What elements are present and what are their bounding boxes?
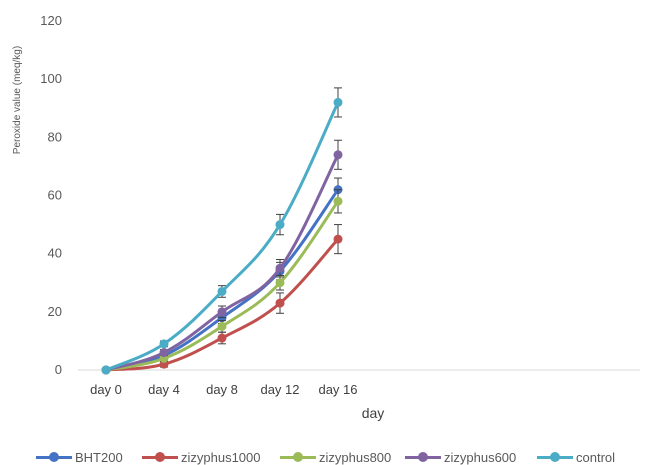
- legend-label: BHT200: [75, 449, 123, 465]
- series-layer: [101, 87, 343, 375]
- x-tick-label: day 12: [260, 382, 299, 397]
- data-point: [275, 278, 285, 288]
- legend-label: zizyphus800: [319, 449, 392, 465]
- data-point: [333, 196, 343, 206]
- series-line: [105, 154, 340, 372]
- data-point: [217, 286, 227, 296]
- y-tick-label: 100: [40, 71, 62, 86]
- data-point: [159, 348, 169, 358]
- y-tick-label: 20: [48, 304, 62, 319]
- legend-item-control: control: [537, 449, 615, 465]
- data-point: [333, 234, 343, 244]
- y-tick-label: 80: [48, 129, 62, 144]
- y-tick-label: 0: [55, 362, 62, 377]
- legend-item-BHT200: BHT200: [36, 449, 123, 465]
- legend-swatch: [36, 449, 72, 465]
- y-axis-title: Peroxide value (meq/kg): [12, 46, 23, 154]
- data-point: [217, 321, 227, 331]
- x-axis-tick-labels: day 0 day 4 day 8 day 12 day 16: [90, 382, 357, 397]
- data-point: [217, 333, 227, 343]
- x-axis-title: day: [362, 405, 385, 421]
- x-tick-label: day 4: [148, 382, 180, 397]
- y-tick-label: 120: [40, 13, 62, 28]
- data-point: [275, 263, 285, 273]
- legend-item-zizyphus1000: zizyphus1000: [142, 449, 261, 465]
- data-point: [275, 298, 285, 308]
- data-point: [101, 365, 111, 375]
- x-tick-label: day 16: [318, 382, 357, 397]
- x-tick-label: day 0: [90, 382, 122, 397]
- legend-swatch: [405, 449, 441, 465]
- series-line: [105, 238, 340, 372]
- legend-label: zizyphus600: [444, 449, 517, 465]
- legend-item-zizyphus800: zizyphus800: [280, 449, 391, 465]
- legend-item-zizyphus600: zizyphus600: [405, 449, 516, 465]
- series-line: [105, 101, 340, 372]
- y-tick-label: 60: [48, 188, 62, 203]
- series-control: [101, 87, 343, 375]
- data-point: [333, 97, 343, 107]
- legend-label: control: [576, 449, 616, 465]
- y-axis-tick-labels: 0 20 40 60 80 100 120: [40, 13, 62, 377]
- data-point: [217, 307, 227, 317]
- series-zizyphus800: [101, 189, 343, 375]
- y-tick-label: 40: [48, 246, 62, 261]
- legend-swatch: [280, 449, 316, 465]
- legend-label: zizyphus1000: [181, 449, 261, 465]
- x-tick-label: day 8: [206, 382, 238, 397]
- legend: BHT200 zizyphus1000 zizyphus800 zizyphus600…: [0, 449, 661, 465]
- legend-swatch: [537, 449, 573, 465]
- data-point: [275, 220, 285, 230]
- data-point: [333, 150, 343, 160]
- data-point: [159, 339, 169, 349]
- legend-swatch: [142, 449, 178, 465]
